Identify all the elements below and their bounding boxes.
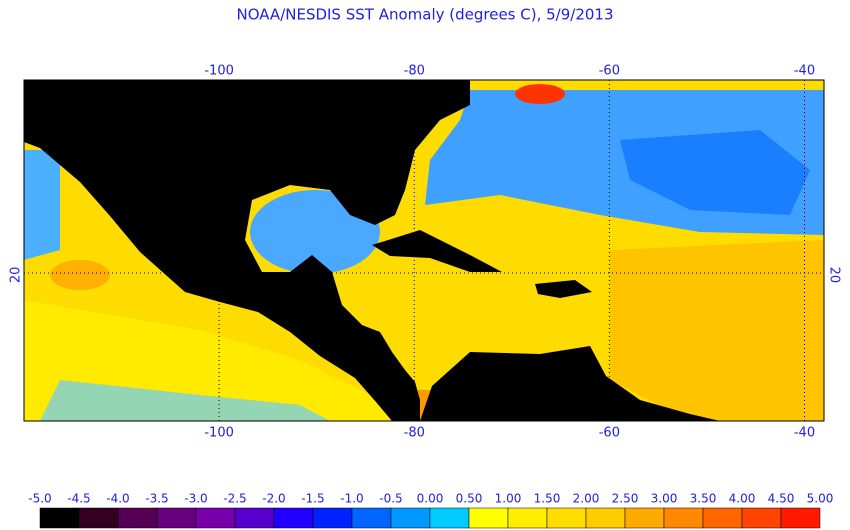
north-hot xyxy=(515,84,565,104)
land-hispaniola xyxy=(535,280,592,298)
lon-label-top: -40 xyxy=(794,64,815,79)
colorbar-label: -2.0 xyxy=(262,492,285,506)
colorbar-label: -3.0 xyxy=(184,492,207,506)
colorbar-label: 1.50 xyxy=(534,492,561,506)
south-cool xyxy=(40,380,330,421)
colorbar-label: -2.5 xyxy=(223,492,246,506)
colorbar-box xyxy=(39,507,80,529)
lon-label-bottom: -60 xyxy=(599,426,620,441)
colorbar-label: -1.0 xyxy=(340,492,363,506)
lon-label-top: -60 xyxy=(599,64,620,79)
colorbar-box xyxy=(780,507,821,529)
colorbar-label: -5.0 xyxy=(28,492,51,506)
colorbar-label: -4.0 xyxy=(106,492,129,506)
colorbar-box xyxy=(117,507,158,529)
colorbar-label: -4.5 xyxy=(67,492,90,506)
colorbar-box xyxy=(468,507,509,529)
warm-zone xyxy=(610,240,824,421)
lat-label-left: 20 xyxy=(9,267,24,284)
colorbar-box xyxy=(429,507,470,529)
colorbar-box xyxy=(702,507,743,529)
lat-label-right: 20 xyxy=(827,267,842,284)
colorbar-label: 5.00 xyxy=(807,492,834,506)
lon-label-bottom: -80 xyxy=(404,426,425,441)
map-frame xyxy=(23,79,825,422)
colorbar-box xyxy=(390,507,431,529)
colorbar-label: 4.00 xyxy=(729,492,756,506)
pacific-zone xyxy=(24,140,400,421)
colorbar-box xyxy=(741,507,782,529)
colorbar-box xyxy=(624,507,665,529)
colorbar-box xyxy=(234,507,275,529)
colorbar-label: 0.50 xyxy=(456,492,483,506)
colorbar-box xyxy=(585,507,626,529)
atlantic-cold xyxy=(620,130,810,215)
colorbar-label: 1.00 xyxy=(495,492,522,506)
land-north-america xyxy=(24,80,470,421)
colorbar-box xyxy=(507,507,548,529)
colorbar-box xyxy=(78,507,119,529)
colorbar-label: 4.50 xyxy=(768,492,795,506)
lon-label-bottom: -40 xyxy=(794,426,815,441)
colorbar-box xyxy=(156,507,197,529)
map-title: NOAA/NESDIS SST Anomaly (degrees C), 5/9… xyxy=(236,6,613,24)
lon-label-bottom: -100 xyxy=(204,426,234,441)
colorbar-label: 2.00 xyxy=(573,492,600,506)
lon-label-top: -80 xyxy=(404,64,425,79)
colorbar-label: -3.5 xyxy=(145,492,168,506)
colorbar-label: -1.5 xyxy=(301,492,324,506)
map-plot xyxy=(23,79,825,422)
land-cuba xyxy=(372,230,502,272)
colorbar-label: 2.50 xyxy=(612,492,639,506)
pacific-warm xyxy=(50,260,110,290)
colorbar-box xyxy=(351,507,392,529)
land-south-america xyxy=(420,346,720,421)
colorbar-box xyxy=(663,507,704,529)
lon-label-top: -100 xyxy=(204,64,234,79)
colorbar-label: 3.50 xyxy=(690,492,717,506)
colorbar-box xyxy=(195,507,236,529)
colorbar-label: -0.5 xyxy=(379,492,402,506)
colorbar-box xyxy=(273,507,314,529)
coastal-cool xyxy=(24,150,60,260)
colorbar-label: 3.00 xyxy=(651,492,678,506)
colorbar-box xyxy=(312,507,353,529)
colorbar-label: 0.00 xyxy=(417,492,444,506)
colorbar-box xyxy=(546,507,587,529)
